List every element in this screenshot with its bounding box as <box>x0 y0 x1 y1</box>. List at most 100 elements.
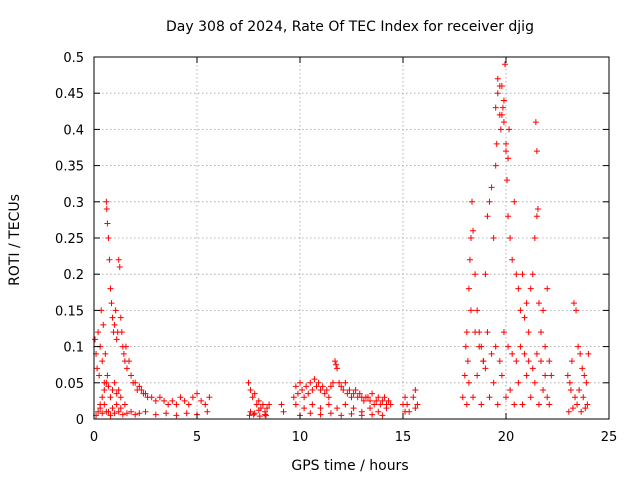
data-point <box>340 387 347 394</box>
data-point <box>503 394 509 401</box>
data-point <box>246 412 253 419</box>
data-point <box>97 405 104 412</box>
data-point <box>348 394 355 401</box>
data-point <box>538 329 545 336</box>
data-point <box>469 198 476 205</box>
data-point <box>367 405 374 412</box>
data-point <box>103 206 110 213</box>
data-point <box>385 397 392 404</box>
data-point <box>533 213 540 220</box>
data-point <box>313 383 320 390</box>
data-point <box>315 379 322 386</box>
data-point <box>301 394 308 401</box>
data-point <box>163 410 170 417</box>
data-point <box>329 379 336 386</box>
data-point <box>108 300 115 307</box>
data-point <box>309 401 316 408</box>
data-point <box>132 379 139 386</box>
data-point <box>309 387 316 394</box>
data-point <box>198 397 205 404</box>
data-point <box>128 372 135 379</box>
data-point <box>492 162 499 169</box>
data-point <box>247 387 254 394</box>
data-point <box>371 401 378 408</box>
data-point <box>463 329 470 336</box>
data-point <box>505 155 512 162</box>
data-point <box>498 372 505 379</box>
data-point <box>292 401 299 408</box>
data-point <box>334 365 341 372</box>
data-point <box>358 412 365 419</box>
data-point <box>369 390 376 397</box>
data-point <box>582 405 589 412</box>
data-point <box>525 329 532 336</box>
data-point <box>177 394 184 401</box>
data-point <box>303 383 310 390</box>
data-point <box>474 307 481 314</box>
data-point <box>542 372 549 379</box>
data-point <box>496 358 503 365</box>
data-point <box>109 387 116 394</box>
data-point <box>290 394 297 401</box>
data-point <box>119 411 126 418</box>
data-point <box>546 358 553 365</box>
data-point <box>535 300 542 307</box>
data-point <box>95 329 102 336</box>
data-point <box>344 390 351 397</box>
data-point <box>106 256 113 263</box>
data-point <box>540 387 547 394</box>
data-point <box>297 379 303 386</box>
data-point <box>136 383 143 390</box>
data-point <box>404 401 411 408</box>
data-point <box>123 410 130 417</box>
data-point <box>585 350 592 357</box>
data-point <box>568 358 575 365</box>
data-point <box>115 256 122 263</box>
grid-layer <box>94 57 609 419</box>
data-point <box>465 379 472 386</box>
x-tick-label: 10 <box>292 430 309 445</box>
data-point <box>132 411 139 418</box>
data-point <box>280 408 287 415</box>
data-point <box>540 307 547 314</box>
y-tick-label: 0.45 <box>55 87 84 102</box>
data-point <box>381 394 388 401</box>
data-point <box>379 397 386 404</box>
data-point <box>492 343 499 350</box>
data-point <box>118 329 125 336</box>
data-point <box>511 401 518 408</box>
data-point <box>500 119 507 126</box>
data-point <box>189 394 196 401</box>
data-point <box>202 401 209 408</box>
y-tick-label: 0.05 <box>55 377 84 392</box>
data-point <box>263 412 270 419</box>
data-point <box>387 401 394 408</box>
data-point <box>484 213 491 220</box>
data-point <box>317 405 324 412</box>
data-point <box>113 336 120 343</box>
data-point <box>513 271 520 278</box>
data-point <box>499 104 506 111</box>
data-point <box>472 271 479 278</box>
data-point <box>156 394 163 401</box>
x-tick-label: 5 <box>193 430 201 445</box>
chart-title: Day 308 of 2024, Rate Of TEC Index for r… <box>166 19 534 35</box>
data-point <box>356 390 363 397</box>
data-point <box>319 383 326 390</box>
data-point <box>323 387 330 394</box>
data-point <box>338 412 345 419</box>
data-point <box>509 350 516 357</box>
data-point <box>486 198 493 205</box>
data-point <box>307 379 314 386</box>
y-tick-label: 0.3 <box>63 196 84 211</box>
data-point <box>194 390 200 397</box>
data-point <box>350 390 357 397</box>
data-point <box>511 198 518 205</box>
data-point <box>490 235 497 241</box>
data-point <box>256 413 263 420</box>
data-point <box>107 412 114 419</box>
data-point <box>470 394 477 401</box>
data-point <box>463 401 470 408</box>
data-point <box>484 329 491 336</box>
